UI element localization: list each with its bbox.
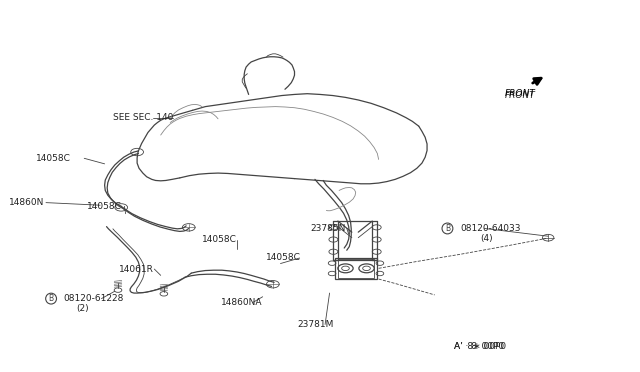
Text: B: B bbox=[445, 224, 450, 233]
Text: 08120-64033: 08120-64033 bbox=[460, 224, 521, 233]
Text: 14860N: 14860N bbox=[9, 198, 44, 207]
Text: A’ 8∗ 00P0: A’ 8∗ 00P0 bbox=[454, 342, 506, 351]
Text: 14058C: 14058C bbox=[36, 154, 71, 163]
Text: 08120-61228: 08120-61228 bbox=[64, 294, 124, 303]
Text: (2): (2) bbox=[77, 304, 89, 313]
Text: 14058C: 14058C bbox=[88, 202, 122, 211]
Text: FRONT: FRONT bbox=[505, 89, 536, 98]
Text: 23785N: 23785N bbox=[310, 224, 346, 233]
Text: B: B bbox=[49, 294, 54, 303]
Text: 14860NA: 14860NA bbox=[221, 298, 263, 307]
Text: SEE SEC. 140: SEE SEC. 140 bbox=[113, 113, 173, 122]
Text: (4): (4) bbox=[481, 234, 493, 243]
Bar bbox=[335, 258, 377, 279]
Text: FRONT: FRONT bbox=[505, 91, 536, 100]
Text: 14058C: 14058C bbox=[202, 235, 237, 244]
Text: A' · 8 00P0: A' · 8 00P0 bbox=[454, 342, 504, 351]
Bar bbox=[339, 259, 374, 278]
Text: 14061R: 14061R bbox=[119, 264, 154, 273]
Text: 14058C: 14058C bbox=[266, 253, 301, 263]
Text: 23781M: 23781M bbox=[298, 320, 334, 329]
